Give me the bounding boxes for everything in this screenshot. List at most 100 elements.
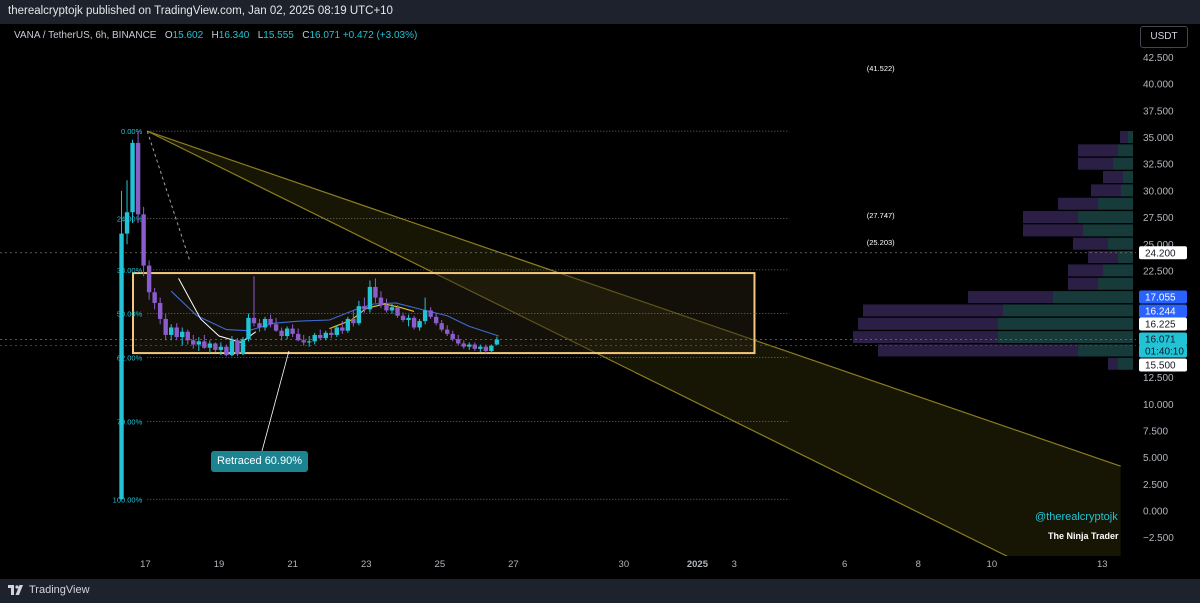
candle-body: [345, 318, 351, 331]
volume-profile-up-bar: [1003, 304, 1133, 317]
candle-body: [257, 323, 262, 328]
volume-profile-up-bar: [1121, 184, 1133, 197]
price-tag-bg: [1139, 344, 1187, 358]
y-tick-label: 32.500: [1143, 160, 1174, 171]
retraced-callout[interactable]: Retraced 60.90%: [211, 451, 308, 472]
volume-profile-down-bar: [1023, 224, 1083, 237]
volume-profile-layer: [853, 131, 1133, 370]
candle-body: [207, 343, 213, 348]
price-annotation: (41.522): [867, 64, 895, 73]
candle-body: [351, 318, 356, 324]
y-tick-label: 42.500: [1143, 53, 1174, 64]
x-tick-label: 6: [842, 559, 847, 570]
author-handle: @therealcryptojk: [1035, 511, 1118, 523]
y-tick-label: 2.500: [1143, 480, 1168, 491]
x-tick-label: 21: [287, 559, 298, 570]
candle-body: [400, 315, 406, 321]
x-tick-label: 2025: [687, 559, 709, 570]
candle-body: [389, 307, 395, 311]
volume-profile-down-bar: [1108, 357, 1118, 370]
currency-button[interactable]: USDT: [1140, 26, 1188, 48]
price-tag-bg: [1139, 246, 1187, 260]
callout-pointer: [261, 350, 290, 452]
candle-body: [456, 339, 461, 344]
y-tick-label: 37.500: [1143, 106, 1174, 117]
y-tick-label: 0.000: [1143, 507, 1168, 518]
volume-profile-up-bar: [1098, 197, 1133, 210]
volume-profile-up-bar: [1118, 357, 1133, 370]
x-tick-label: 10: [987, 559, 998, 570]
volume-profile-up-bar: [998, 317, 1133, 330]
y-tick-label: 5.000: [1143, 453, 1168, 464]
trend-fan-layer: [146, 130, 1121, 556]
volume-profile-up-bar: [1083, 224, 1133, 237]
volume-profile-down-bar: [1078, 157, 1113, 170]
fib-level-label: 50.00%: [117, 310, 143, 319]
fib-level-label: 62.00%: [117, 353, 143, 362]
footer-bar: TradingView: [0, 579, 1200, 603]
volume-profile-up-bar: [1103, 264, 1133, 277]
candle-body: [119, 233, 124, 500]
x-tick-label: 19: [214, 559, 225, 570]
price-tag-bg: [1139, 358, 1187, 372]
price-tag-bg: [1139, 304, 1187, 318]
candle-body: [307, 341, 312, 343]
x-tick-label: 17: [140, 559, 151, 570]
y-tick-label: 22.500: [1143, 266, 1174, 277]
volume-profile-up-bar: [1118, 144, 1133, 157]
fib-levels-layer: 0.00% 24.00% 38.00% 50.00% 62.00% 79.00% 100.0…: [0, 127, 1136, 504]
volume-profile-down-bar: [1078, 144, 1118, 157]
y-tick-label: 27.500: [1143, 213, 1174, 224]
publisher-line: therealcryptojk published on TradingView…: [8, 5, 393, 17]
candle-body: [439, 323, 444, 330]
volume-profile-down-bar: [1091, 184, 1121, 197]
y-tick-label: 40.000: [1143, 80, 1174, 91]
candle-body: [422, 310, 428, 322]
volume-profile-up-bar: [1098, 277, 1133, 290]
price-tag-label: 15.500: [1145, 361, 1176, 372]
y-tick-label: 10.000: [1143, 400, 1174, 411]
candle-body: [295, 333, 301, 341]
candle-body: [472, 344, 477, 349]
candle-body: [483, 346, 489, 351]
candle-body: [318, 334, 323, 339]
price-tag-label: 24.200: [1145, 248, 1176, 259]
candle-body: [262, 318, 268, 328]
candle-body: [251, 317, 257, 324]
volume-profile-down-bar: [853, 331, 998, 344]
candle-body: [268, 318, 273, 325]
price-tag-label: 16.225: [1145, 320, 1176, 331]
volume-profile-up-bar: [1078, 211, 1133, 224]
moving-average-white: [178, 278, 257, 343]
candle-body: [301, 340, 306, 343]
candle-body: [367, 286, 373, 310]
candle-body: [445, 329, 450, 334]
candle-body: [417, 321, 422, 328]
y-tick-label: 7.500: [1143, 426, 1168, 437]
trend-fan-fill: [147, 131, 1121, 556]
candle-body: [450, 333, 455, 340]
volume-profile-down-bar: [1058, 197, 1098, 210]
x-tick-label: 27: [508, 559, 519, 570]
candle-body: [461, 343, 466, 347]
candle-body: [312, 334, 317, 342]
y-tick-label: −2.500: [1143, 533, 1174, 544]
candle-body: [273, 324, 279, 331]
tradingview-logo-icon[interactable]: [8, 584, 24, 596]
candle-body: [467, 344, 472, 347]
candle-body: [494, 339, 500, 345]
candle-body: [279, 330, 284, 337]
publisher-bar: therealcryptojk published on TradingView…: [0, 0, 1200, 24]
candle-body: [180, 331, 185, 338]
candle-body: [373, 286, 378, 298]
candles-layer: [119, 131, 500, 500]
candle-body: [246, 317, 251, 340]
candle-body: [141, 214, 146, 266]
volume-profile-down-bar: [1068, 264, 1103, 277]
retrace-line: [146, 130, 191, 261]
tradingview-name[interactable]: TradingView: [29, 584, 90, 596]
price-tag-label: 17.055: [1145, 293, 1176, 304]
symbol-name: VANA / TetherUS, 6h, BINANCE: [14, 30, 157, 41]
